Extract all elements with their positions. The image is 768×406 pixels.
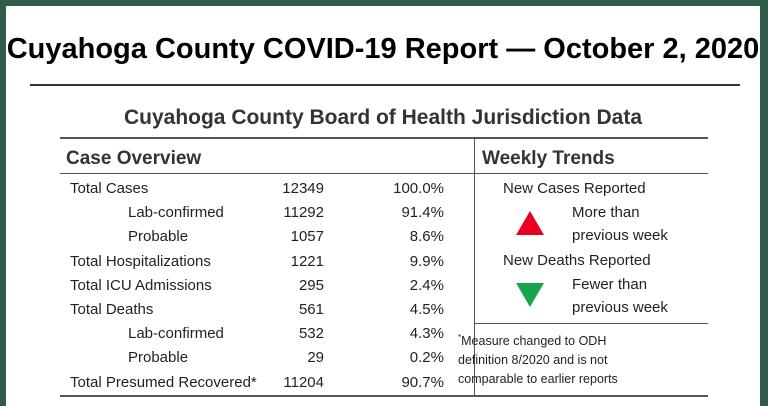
deaths-trend-line1: Fewer than [572,276,648,293]
row-label: Lab-confirmed [128,204,224,222]
up-arrow-icon [516,211,544,235]
column-divider [474,139,475,395]
weekly-trends-header: Weekly Trends [482,148,615,169]
row-percent: 2.4% [409,276,444,294]
row-label: Total Hospitalizations [70,252,211,270]
row-label: Total ICU Admissions [70,276,212,294]
footnote: *Measure changed to ODH definition 8/202… [458,333,618,387]
table-row: Probable 1057 8.6% [60,228,474,252]
row-percent: 9.9% [409,252,444,270]
row-label: Probable [128,228,189,246]
down-arrow-icon [516,283,544,307]
data-table: Case Overview Weekly Trends Total Cases 1… [60,137,708,397]
new-cases-label: New Cases Reported [503,180,646,197]
report-subtitle: Cuyahoga County Board of Health Jurisdic… [123,106,643,129]
report-title: Cuyahoga County COVID-19 Report — Octobe… [6,33,760,65]
table-row: Total Presumed Recovered* 11204 90.7% [60,374,474,398]
row-count: 11292 [283,204,324,222]
table-row: Total Cases 12349 100.0% [60,180,474,204]
table-row: Total ICU Admissions 295 2.4% [60,277,474,301]
row-count: 12349 [282,180,324,197]
row-count: 532 [298,325,324,343]
row-count: 561 [298,301,324,318]
row-count: 11204 [283,373,324,391]
row-label: Lab-confirmed [128,325,224,343]
header-underline [60,173,474,174]
row-percent: 91.4% [401,204,444,222]
row-count: 1221 [290,252,324,270]
cases-trend-line1: More than [572,204,640,221]
row-percent: 4.5% [409,301,444,318]
table-row: Total Hospitalizations 1221 9.9% [60,253,474,277]
table-row: Lab-confirmed 11292 91.4% [60,204,474,228]
row-count: 295 [298,276,324,294]
row-label: Total Presumed Recovered* [70,373,257,391]
row-count: 1057 [290,228,324,246]
row-count: 29 [307,349,324,367]
row-percent: 100.0% [393,180,444,197]
title-divider [30,84,740,86]
cases-trend-line2: previous week [572,227,668,244]
header-underline [474,173,708,174]
row-percent: 90.7% [401,373,444,391]
row-percent: 4.3% [409,325,444,343]
new-deaths-label: New Deaths Reported [503,252,651,269]
row-percent: 8.6% [409,228,444,246]
note-divider [474,323,708,324]
row-label: Probable [128,349,189,367]
table-row: Total Deaths 561 4.5% [60,301,474,325]
row-label: Total Cases [70,180,149,197]
row-percent: 0.2% [409,349,444,367]
report-page: Cuyahoga County COVID-19 Report — Octobe… [6,6,760,406]
case-overview-header: Case Overview [66,148,202,169]
deaths-trend-line2: previous week [572,299,668,316]
row-label: Total Deaths [70,301,154,318]
table-row: Lab-confirmed 532 4.3% [60,325,474,349]
table-row: Probable 29 0.2% [60,349,474,373]
